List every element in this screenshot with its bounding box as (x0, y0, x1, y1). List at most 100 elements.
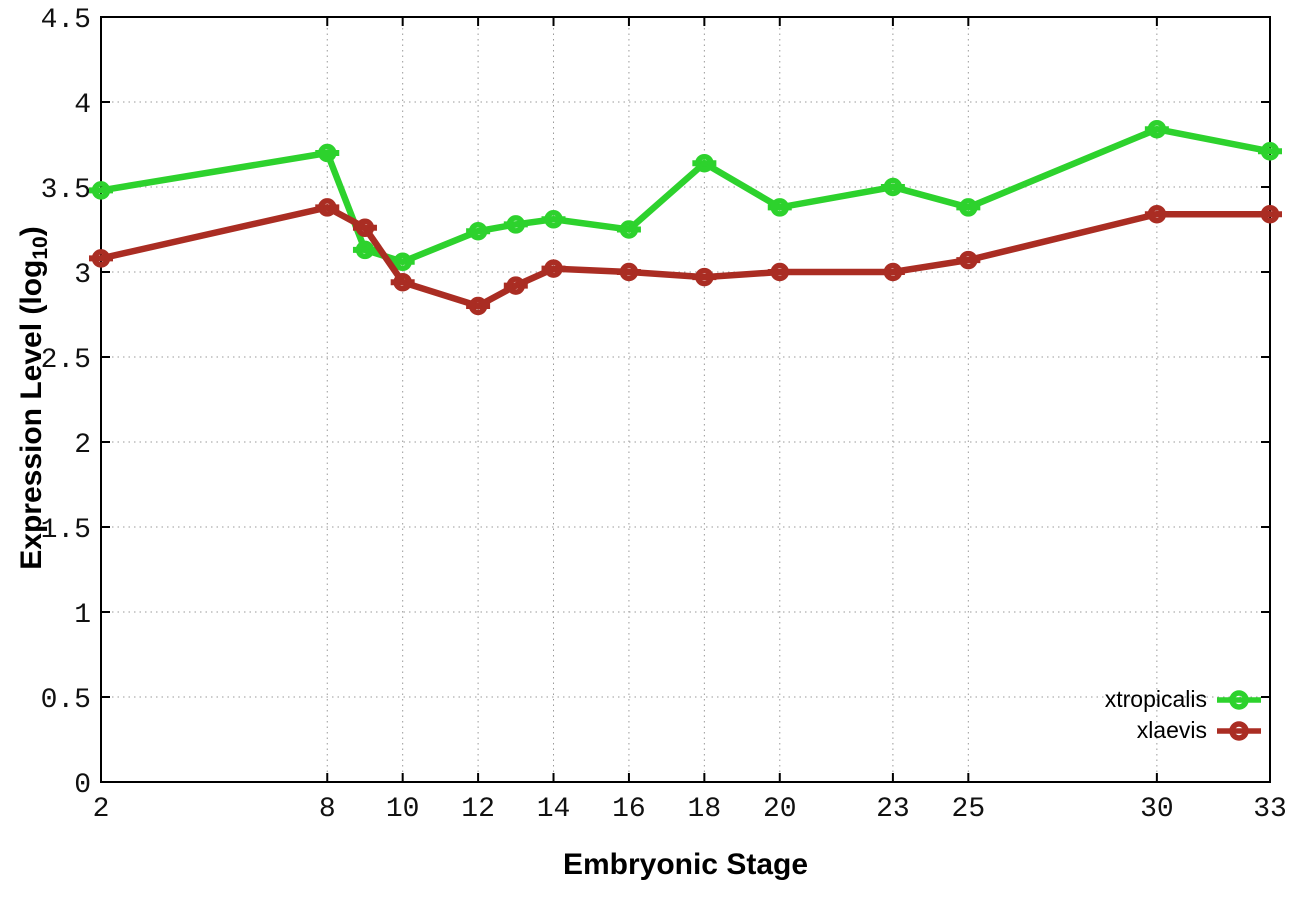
data-point-xtropicalis-stage-25 (956, 198, 981, 217)
legend-label-xtropicalis: xtropicalis (1104, 686, 1207, 712)
y-tick-label: 2 (74, 430, 91, 461)
point-marker-circle (959, 250, 978, 270)
point-marker-circle (318, 143, 337, 163)
point-marker-circle (1147, 119, 1167, 139)
data-point-xlaevis-stage-18 (692, 267, 717, 287)
data-point-xtropicalis-stage-16 (616, 220, 641, 239)
data-point-xtropicalis-stage-9 (352, 240, 377, 260)
x-tick-label: 14 (537, 794, 571, 825)
point-marker-circle (91, 181, 111, 200)
tick-labels: 2 8 10 12 14 16 18 20 23 25 30 33 0 0.5 1 1.5 2 2.5 3 3.5 4 4… (41, 5, 1287, 825)
data-point-xtropicalis-stage-14 (541, 210, 566, 229)
series-xtropicalis (89, 119, 1282, 272)
point-marker-circle (883, 262, 903, 282)
data-point-xtropicalis-stage-10 (390, 252, 415, 272)
y-tick-label: 2.5 (41, 345, 91, 376)
data-point-xtropicalis-stage-8 (315, 143, 340, 163)
data-point-xlaevis-stage-10 (390, 272, 415, 292)
point-marker-circle (468, 221, 488, 241)
y-tick-label: 4 (74, 90, 91, 121)
legend: xtropicalis xlaevis (1105, 684, 1262, 746)
data-point-xlaevis-stage-9 (352, 218, 377, 238)
x-tick-label: 16 (612, 794, 646, 825)
y-tick-label: 0 (74, 770, 91, 801)
point-marker-circle (883, 177, 903, 197)
point-marker-circle (959, 198, 978, 217)
y-tick-label: 1 (74, 600, 91, 631)
point-marker-circle (695, 153, 714, 173)
x-tick-label: 30 (1140, 794, 1174, 825)
y-tick-label: 0.5 (41, 685, 91, 716)
x-tick-label: 23 (876, 794, 910, 825)
data-point-xtropicalis-stage-13 (503, 215, 528, 234)
x-tick-label: 12 (461, 794, 495, 825)
point-marker-circle (695, 267, 714, 287)
data-point-xlaevis-stage-13 (503, 276, 528, 295)
y-axis-title-text: Expression Level (log (15, 259, 48, 570)
point-marker-circle (355, 240, 375, 260)
data-point-xlaevis-stage-12 (466, 296, 491, 316)
point-marker-circle (1260, 204, 1280, 224)
point-marker-circle (544, 210, 563, 229)
data-point-xtropicalis-stage-2 (89, 181, 113, 200)
y-tick-label: 1.5 (41, 515, 91, 546)
data-point-xtropicalis-stage-20 (767, 198, 792, 217)
data-point-xtropicalis-stage-12 (466, 221, 491, 241)
point-marker-circle (770, 198, 790, 217)
legend-sample-circle-icon (1229, 720, 1249, 741)
point-marker-circle (619, 220, 639, 239)
point-marker-circle (355, 218, 375, 238)
data-point-xlaevis-stage-23 (880, 262, 905, 282)
y-tick-label: 3.5 (41, 175, 91, 206)
data-point-xlaevis-stage-20 (767, 262, 792, 282)
data-point-xtropicalis-stage-18 (692, 153, 717, 173)
data-point-xlaevis-stage-33 (1258, 204, 1282, 224)
series-xlaevis (89, 198, 1282, 316)
x-axis-title: Embryonic Stage (562, 848, 809, 881)
y-tick-label: 3 (74, 260, 91, 291)
x-tick-label: 18 (688, 794, 722, 825)
point-marker-circle (1147, 204, 1167, 224)
point-marker-circle (619, 262, 639, 282)
x-tick-label: 25 (952, 794, 986, 825)
legend-entry-xtropicalis: xtropicalis (1105, 684, 1262, 715)
x-tick-label: 10 (386, 794, 420, 825)
x-tick-label: 2 (93, 794, 110, 825)
series-line-xtropicalis (100, 125, 1271, 266)
point-marker-circle (1260, 142, 1280, 161)
data-point-xlaevis-stage-2 (89, 249, 113, 268)
data-point-xtropicalis-stage-33 (1258, 142, 1282, 161)
x-tick-label: 8 (319, 794, 336, 825)
x-tick-label: 20 (763, 794, 797, 825)
series-line-xlaevis (100, 203, 1270, 310)
data-point-xlaevis-stage-14 (541, 259, 566, 278)
legend-label-xlaevis: xlaevis (1136, 717, 1207, 743)
point-marker-circle (544, 259, 563, 278)
point-marker-circle (91, 249, 111, 268)
point-marker-circle (506, 276, 526, 295)
data-point-xlaevis-stage-8 (315, 198, 340, 217)
data-point-xlaevis-stage-16 (616, 262, 641, 282)
legend-entry-xlaevis: xlaevis (1105, 715, 1262, 746)
y-axis-title-suffix: ) (15, 226, 48, 237)
y-axis-title: Expression Level (log10) (12, 148, 52, 648)
legend-sample-circle-icon (1229, 689, 1249, 710)
data-point-xtropicalis-stage-30 (1144, 119, 1169, 139)
plot-border (100, 16, 1271, 783)
point-marker-circle (318, 198, 337, 217)
tick-marks (100, 16, 1271, 783)
data-point-xtropicalis-stage-23 (880, 177, 905, 197)
data-point-xlaevis-stage-25 (956, 250, 981, 270)
y-axis-title-subscript: 10 (29, 236, 52, 260)
point-marker-circle (506, 215, 526, 234)
x-tick-label: 33 (1253, 794, 1287, 825)
point-marker-circle (770, 262, 790, 282)
point-marker-circle (393, 252, 412, 272)
legend-marker-sample-xtropicalis (1217, 689, 1261, 710)
legend-marker-sample-xlaevis (1217, 720, 1261, 741)
point-marker-circle (393, 272, 412, 292)
data-point-xlaevis-stage-30 (1144, 204, 1169, 224)
y-tick-label: 4.5 (41, 5, 91, 36)
